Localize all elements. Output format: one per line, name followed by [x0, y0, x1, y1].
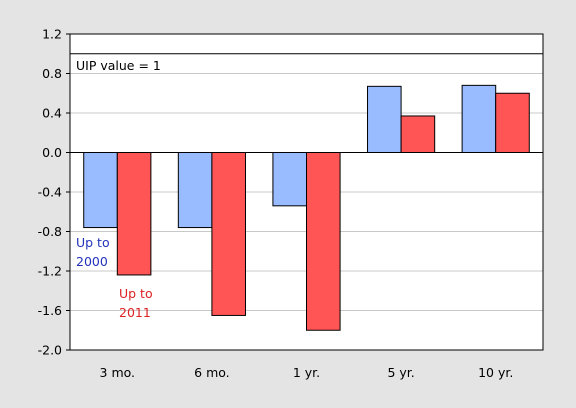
y-tick-label: 0.4 [42, 106, 62, 121]
y-tick-label: -0.8 [38, 224, 62, 239]
bar-up-to-2000 [177, 152, 213, 229]
y-tick-label: 0.0 [42, 145, 62, 160]
y-tick-label: -0.4 [38, 185, 62, 200]
series-label-2011-line2: 2011 [119, 305, 151, 320]
bar-up-to-2011 [116, 152, 152, 276]
series-label-2000-line1: Up to [76, 235, 110, 250]
bar-up-to-2011 [495, 92, 530, 153]
y-tick-label: 1.2 [42, 27, 62, 42]
y-tick-label: 0.8 [42, 66, 62, 81]
bar-up-to-2011 [211, 152, 246, 316]
bars [83, 84, 530, 331]
bar-up-to-2000 [367, 85, 402, 153]
bar-up-to-2000 [83, 152, 118, 229]
bar-up-to-2011 [400, 115, 436, 153]
x-tick-label: 3 mo. [100, 365, 136, 380]
bar-up-to-2000 [461, 84, 497, 153]
y-tick-label: -1.6 [38, 303, 62, 318]
x-axis-labels: 3 mo. 6 mo. 1 yr. 5 yr. 10 yr. [100, 365, 514, 380]
x-tick-label: 1 yr. [293, 365, 320, 380]
y-tick-label: -1.2 [38, 264, 62, 279]
series-label-2000-line2: 2000 [76, 254, 108, 269]
x-tick-label: 5 yr. [387, 365, 414, 380]
y-tick-label: -2.0 [38, 343, 62, 358]
y-axis-ticks: 1.2 0.8 0.4 0.0 -0.4 -0.8 -1.2 -1.6 -2.0 [38, 27, 70, 358]
x-tick-label: 10 yr. [478, 365, 513, 380]
bar-up-to-2000 [272, 152, 307, 207]
x-tick-label: 6 mo. [194, 365, 230, 380]
series-label-2011-line1: Up to [119, 286, 153, 301]
plot-frame [69, 33, 544, 351]
bar-up-to-2011 [306, 152, 341, 331]
uip-reference-label: UIP value = 1 [76, 58, 161, 73]
